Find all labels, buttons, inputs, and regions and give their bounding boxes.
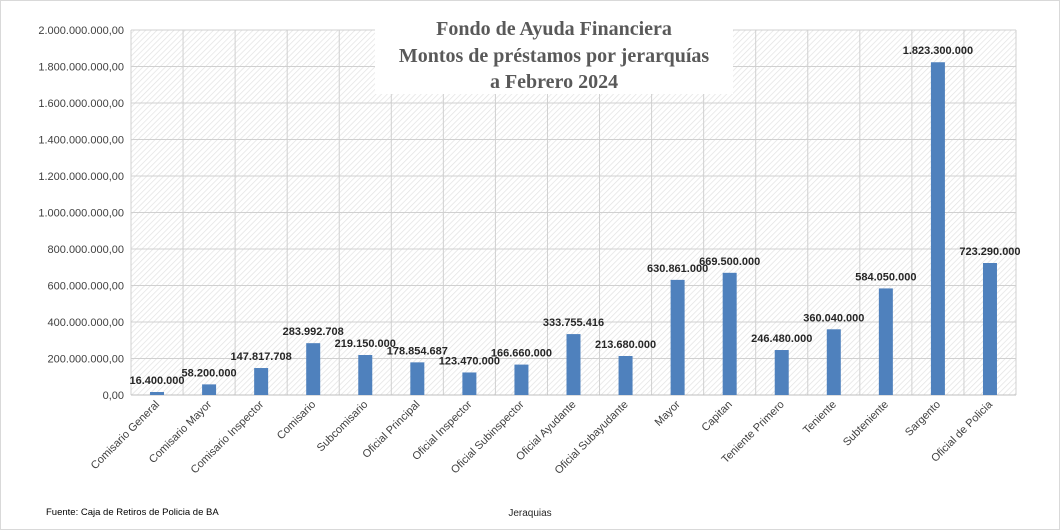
x-tick-label: Teniente	[801, 399, 839, 437]
y-tick-label: 2.000.000.000,00	[38, 25, 124, 37]
data-label: 16.400.000	[129, 375, 184, 387]
data-label: 147.817.708	[231, 351, 292, 363]
y-axis-ticks: 0,00 200.000.000,00 400.000.000,00 600.000.…	[38, 25, 124, 402]
source-note: Fuente: Caja de Retiros de Policia de BA	[46, 507, 219, 518]
data-label: 213.680.000	[595, 339, 656, 351]
y-tick-label: 800.000.000,00	[48, 244, 124, 256]
x-tick-label: Sargento	[903, 399, 943, 439]
bar	[618, 356, 633, 395]
data-label: 219.150.000	[335, 338, 396, 350]
data-label: 723.290.000	[959, 246, 1020, 258]
data-label: 166.660.000	[491, 348, 552, 360]
bar	[930, 62, 945, 396]
x-tick-label: Subteniente	[841, 399, 891, 449]
data-label: 333.755.416	[543, 317, 604, 329]
chart-title: Fondo de Ayuda Financiera Montos de prés…	[399, 18, 710, 93]
data-label: 178.854.687	[387, 345, 448, 357]
y-tick-label: 600.000.000,00	[48, 281, 124, 293]
bar	[358, 355, 373, 395]
bar	[254, 368, 269, 395]
y-tick-label: 0,00	[103, 390, 124, 402]
y-tick-label: 200.000.000,00	[48, 354, 124, 366]
data-label: 58.200.000	[182, 367, 237, 379]
bar	[670, 279, 685, 395]
chart-title-box: Fondo de Ayuda Financiera Montos de prés…	[375, 12, 733, 94]
y-tick-label: 1.400.000.000,00	[38, 135, 124, 147]
data-label: 283.992.708	[283, 326, 344, 338]
data-label: 360.040.000	[803, 312, 864, 324]
data-label: 246.480.000	[751, 333, 812, 345]
bar	[566, 334, 581, 395]
bar	[982, 262, 997, 395]
chart-title-line-2: Montos de préstamos por jerarquías	[399, 45, 710, 67]
data-label: 584.050.000	[855, 271, 916, 283]
x-tick-label: Capitan	[699, 399, 734, 434]
bar	[306, 343, 321, 395]
bar	[514, 364, 529, 395]
y-tick-label: 1.200.000.000,00	[38, 171, 124, 183]
bar	[878, 288, 893, 395]
bar	[722, 272, 737, 395]
y-tick-label: 1.000.000.000,00	[38, 208, 124, 220]
data-label: 123.470.000	[439, 355, 500, 367]
bar	[462, 372, 477, 395]
bar	[774, 350, 789, 395]
x-tick-label: Subcomisario	[315, 399, 371, 455]
bar	[202, 384, 217, 395]
y-tick-label: 1.800.000.000,00	[38, 62, 124, 74]
bar	[826, 329, 841, 395]
data-label: 669.500.000	[699, 256, 760, 268]
chart-title-line-1: Fondo de Ayuda Financiera	[436, 18, 672, 40]
data-label: 630.861.000	[647, 263, 708, 275]
x-axis-title: Jeraquias	[508, 508, 552, 519]
x-tick-label: Comisario	[275, 399, 318, 442]
bars	[150, 62, 997, 396]
bar	[410, 362, 425, 395]
bar	[150, 392, 165, 395]
data-label: 1.823.300.000	[903, 45, 973, 57]
chart-title-line-3: a Febrero 2024	[490, 71, 618, 93]
x-tick-label: Mayor	[653, 398, 683, 428]
y-tick-label: 1.600.000.000,00	[38, 98, 124, 110]
y-tick-label: 400.000.000,00	[48, 317, 124, 329]
